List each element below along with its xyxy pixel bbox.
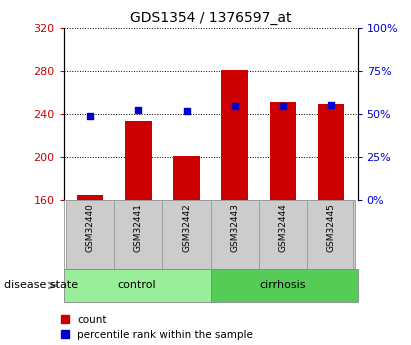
Bar	[173, 156, 200, 200]
Text: GSM32442: GSM32442	[182, 204, 191, 252]
Text: GSM32440: GSM32440	[86, 204, 95, 253]
Bar	[318, 104, 344, 200]
Legend: count, percentile rank within the sample: count, percentile rank within the sample	[61, 315, 253, 340]
Bar	[222, 70, 248, 200]
Text: GSM32441: GSM32441	[134, 204, 143, 253]
Point	[328, 102, 335, 108]
Title: GDS1354 / 1376597_at: GDS1354 / 1376597_at	[130, 11, 291, 25]
Point	[87, 113, 93, 119]
Bar	[64, 269, 211, 302]
Text: GSM32445: GSM32445	[327, 204, 335, 253]
Bar	[270, 102, 296, 200]
Point	[135, 107, 142, 112]
Bar	[125, 121, 152, 200]
Point	[231, 104, 238, 109]
Text: disease state: disease state	[4, 280, 78, 290]
Point	[183, 108, 190, 114]
Bar	[77, 195, 104, 200]
Bar	[211, 200, 259, 269]
Bar	[259, 200, 307, 269]
Bar	[211, 269, 358, 302]
Text: GSM32443: GSM32443	[230, 204, 239, 253]
Bar	[66, 200, 114, 269]
Text: cirrhosis: cirrhosis	[260, 280, 306, 290]
Point	[279, 104, 286, 109]
Text: GSM32444: GSM32444	[278, 204, 287, 252]
Bar	[162, 200, 211, 269]
Bar	[307, 200, 355, 269]
Text: control: control	[118, 280, 156, 290]
Bar	[114, 200, 162, 269]
